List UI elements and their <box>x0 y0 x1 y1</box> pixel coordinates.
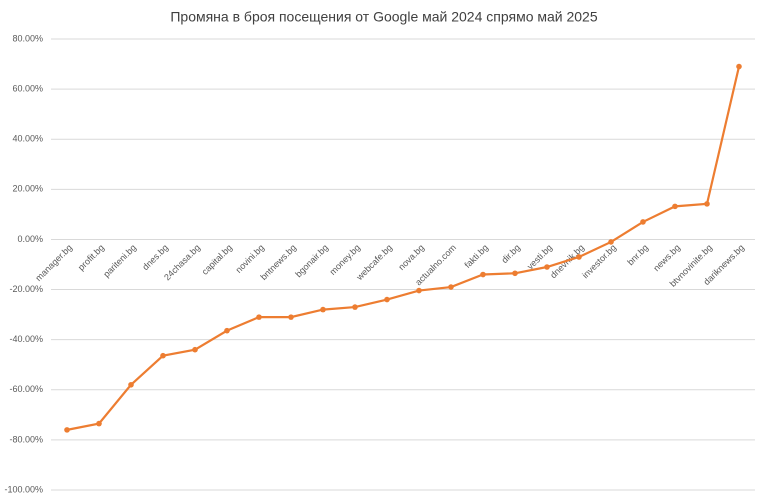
x-tick-label: bgonair.bg <box>293 242 330 279</box>
y-tick-label: 80.00% <box>12 33 43 43</box>
data-point <box>96 420 102 427</box>
x-tick-label: nova.bg <box>396 242 426 272</box>
y-tick-label: -80.00% <box>9 434 43 444</box>
y-tick-label: -40.00% <box>9 334 43 344</box>
data-point <box>384 296 390 303</box>
x-tick-label: novini.bg <box>234 242 267 275</box>
x-tick-label: manager.bg <box>33 242 74 283</box>
data-point <box>352 304 358 310</box>
y-tick-label: 40.00% <box>12 134 43 144</box>
x-tick-label: capital.bg <box>200 242 234 276</box>
data-point <box>704 201 710 207</box>
y-tick-label: -20.00% <box>9 284 43 294</box>
data-point <box>64 427 70 433</box>
data-point <box>448 284 454 290</box>
data-point <box>256 314 262 320</box>
x-tick-label: dir.bg <box>499 242 522 265</box>
data-point <box>480 271 486 278</box>
data-point <box>608 239 614 245</box>
chart-title: Промяна в броя посещения от Google май 2… <box>170 9 598 25</box>
data-point <box>512 270 518 277</box>
y-tick-label: 0.00% <box>17 234 43 244</box>
data-point <box>416 287 422 294</box>
y-tick-label: 60.00% <box>12 83 43 93</box>
y-tick-label: 20.00% <box>12 184 43 194</box>
y-tick-label: -100.00% <box>4 484 43 494</box>
data-point <box>288 314 294 320</box>
x-tick-label: fakti.bg <box>462 242 490 270</box>
data-point <box>320 306 326 313</box>
x-tick-label: dnes.bg <box>140 242 170 272</box>
x-tick-label: news.bg <box>651 242 682 273</box>
x-tick-label: pariteni.bg <box>101 242 138 279</box>
data-point <box>672 203 678 210</box>
data-point <box>576 254 582 260</box>
y-tick-label: -60.00% <box>9 384 43 394</box>
data-point <box>736 63 742 70</box>
x-tick-label: profit.bg <box>76 242 106 272</box>
data-point <box>224 327 230 334</box>
data-point <box>544 264 550 270</box>
data-point <box>128 381 134 388</box>
data-line <box>66 66 741 431</box>
x-tick-label: bnr.bg <box>625 242 650 267</box>
data-point <box>192 346 198 353</box>
data-point <box>640 219 646 225</box>
data-point <box>160 352 166 359</box>
